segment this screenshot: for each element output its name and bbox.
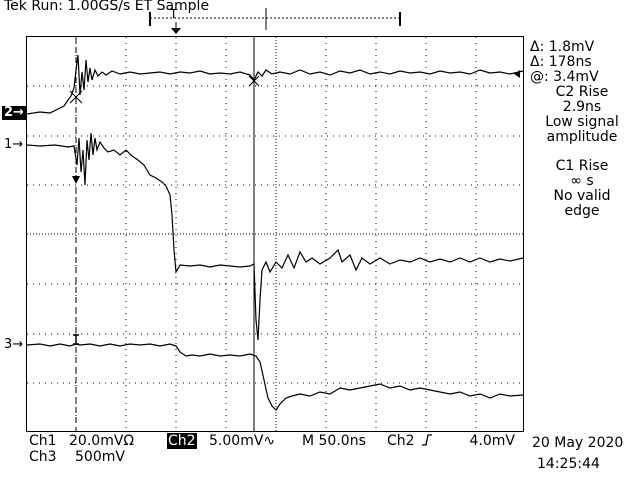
meas-2-note-1: No valid <box>553 188 611 204</box>
svg-text:T: T <box>169 8 178 21</box>
ch1-ground-marker[interactable]: 1→ <box>4 137 24 152</box>
ch2-trace <box>26 54 524 115</box>
meas-1-note-2: amplitude <box>546 129 618 145</box>
ch3-trace <box>26 343 524 411</box>
meas-1-value: 2.9ns <box>562 99 602 115</box>
graticule-grid <box>27 37 523 431</box>
trigger-position-icon <box>171 22 181 34</box>
ch3-ground-marker[interactable]: 3→ <box>4 337 24 352</box>
ch3-label: Ch3 <box>29 449 57 465</box>
ch1-label: Ch1 <box>29 433 57 449</box>
ch2-scale: 5.00mV∿ <box>209 433 276 449</box>
acquisition-status: Tek Run: 1.00GS/s ET Sample <box>4 0 210 14</box>
ch1-edge-marker-icon <box>72 176 80 184</box>
rising-edge-icon <box>422 434 433 446</box>
ch2-scale-group[interactable]: Ch2 5.00mV∿ <box>167 433 275 449</box>
graticule-center-axes <box>27 37 523 431</box>
graticule-border <box>26 36 524 432</box>
ch1-scale-group[interactable]: Ch1 20.0mVΩ <box>29 433 134 449</box>
ch3-edge-marker-icon <box>73 334 79 345</box>
trigger-channel: Ch2 <box>387 433 415 449</box>
measurement-readout: Δ: 1.8mV Δ: 178ns @: 3.4mV C2 Rise 2.9ns… <box>524 40 640 219</box>
cursor-marker-x-2 <box>248 75 260 87</box>
ch2-label: Ch2 <box>167 433 197 449</box>
trigger-group[interactable]: Ch2 4.0mV <box>387 433 515 449</box>
date: 20 May 2020 <box>532 435 624 451</box>
meas-2-title: C1 Rise <box>555 158 609 174</box>
cursor-at-v: @: 3.4mV <box>530 69 599 85</box>
timebase[interactable]: M 50.0ns <box>302 433 366 449</box>
meas-1-title: C2 Rise <box>555 84 609 100</box>
meas-2-value: ∞ s <box>570 173 594 189</box>
meas-1-note-1: Low signal <box>545 114 619 130</box>
trigger-level-icon <box>514 70 520 78</box>
cursor-delta-v: Δ: 1.8mV <box>530 39 595 55</box>
record-position-bar[interactable]: T <box>140 8 410 34</box>
ch1-scale: 20.0mVΩ <box>69 433 135 449</box>
ch3-scale: 500mV <box>75 449 125 465</box>
ch3-scale-group[interactable]: Ch3 500mV <box>29 449 125 465</box>
ch1-trace <box>26 132 524 341</box>
trigger-level: 4.0mV <box>469 433 515 449</box>
ch2-ground-marker[interactable]: 2→ <box>2 105 26 120</box>
meas-2-note-2: edge <box>564 203 600 219</box>
cursor-marker-x-1 <box>69 90 83 104</box>
cursor-delta-t: Δ: 178ns <box>530 54 592 70</box>
time: 14:25:44 <box>537 456 600 472</box>
